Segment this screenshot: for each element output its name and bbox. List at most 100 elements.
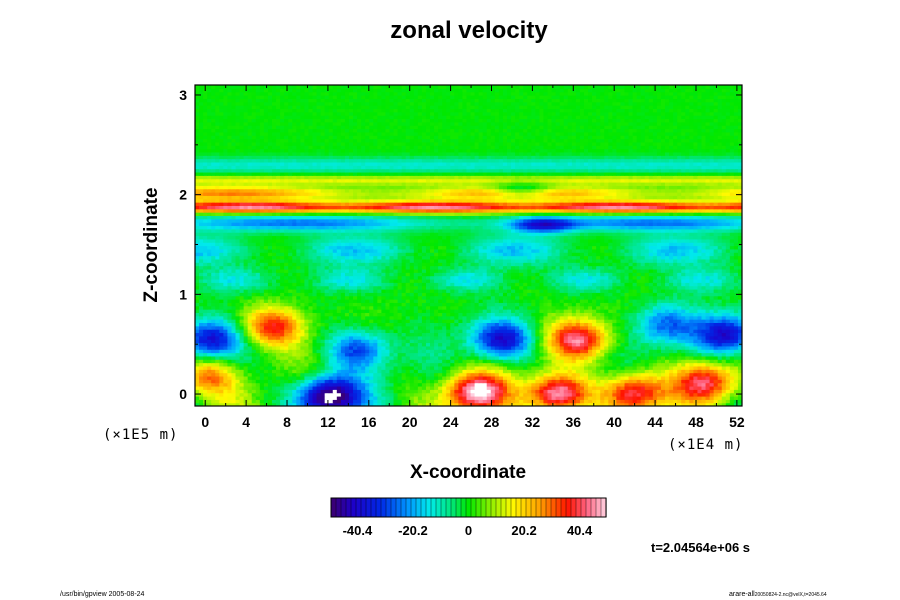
heatmap-cell [203, 302, 208, 307]
heatmap-cell [255, 305, 261, 310]
heatmap-cell [656, 319, 662, 323]
heatmap-cell [199, 355, 204, 360]
heatmap-cell [547, 389, 553, 394]
heatmap-cell [276, 302, 281, 307]
heatmap-cell [458, 299, 464, 303]
heatmap-cell [616, 345, 622, 350]
heatmap-cell [466, 382, 472, 387]
heatmap-cell [709, 355, 715, 360]
heatmap-cell [612, 339, 617, 344]
heatmap-cell [709, 399, 715, 404]
heatmap-cell [729, 385, 735, 390]
heatmap-cell [737, 299, 742, 303]
heatmap-cell [235, 342, 241, 347]
heatmap-cell [239, 339, 245, 344]
heatmap-cell [401, 332, 407, 337]
heatmap-cell [571, 365, 577, 370]
heatmap-cell [567, 309, 573, 313]
heatmap-cell [425, 312, 431, 317]
heatmap-cell [361, 339, 366, 344]
heatmap-cell [320, 342, 326, 347]
heatmap-cell [462, 342, 468, 347]
heatmap-cell [474, 292, 480, 297]
heatmap-cell [604, 282, 609, 287]
heatmap-cell [628, 342, 634, 347]
heatmap-cell [648, 362, 654, 367]
heatmap-cell [373, 315, 378, 320]
heatmap-cell [393, 319, 399, 323]
heatmap-cell [308, 382, 314, 387]
heatmap-cell [539, 282, 545, 287]
heatmap-cell [247, 392, 253, 397]
heatmap-cell [308, 352, 314, 357]
heatmap-cell [377, 282, 382, 287]
heatmap-cell [300, 355, 305, 360]
heatmap-cell [628, 292, 634, 297]
heatmap-cell [616, 285, 622, 290]
heatmap-cell [498, 402, 504, 406]
heatmap-cell [527, 285, 532, 290]
heatmap-cell [247, 339, 253, 344]
heatmap-cell [620, 288, 626, 293]
heatmap-cell [381, 335, 387, 340]
heatmap-cell [733, 392, 739, 397]
heatmap-cell [665, 282, 670, 287]
heatmap-cell [551, 345, 557, 350]
heatmap-cell [579, 302, 585, 307]
heatmap-cell [519, 292, 524, 297]
heatmap-cell [377, 402, 382, 406]
heatmap-cell [559, 385, 565, 390]
heatmap-cell [677, 352, 682, 357]
heatmap-cell [555, 352, 561, 357]
heatmap-cell [328, 332, 334, 337]
heatmap-cell [685, 292, 690, 297]
heatmap-cell [616, 369, 622, 374]
heatmap-cell [620, 302, 626, 307]
heatmap-cell [502, 345, 508, 350]
heatmap-cell [656, 382, 662, 387]
heatmap-cell [555, 305, 561, 310]
heatmap-cell [673, 349, 678, 354]
heatmap-cell [515, 319, 520, 323]
heatmap-cell [316, 309, 322, 313]
heatmap-cell [474, 325, 480, 330]
heatmap-cell [381, 315, 387, 320]
heatmap-cell [413, 359, 419, 364]
heatmap-cell [357, 375, 362, 380]
heatmap-cell [340, 299, 346, 303]
heatmap-cell [737, 349, 742, 354]
heatmap-cell [458, 295, 464, 300]
heatmap-cell [555, 372, 561, 377]
heatmap-cell [219, 369, 224, 374]
heatmap-cell [721, 299, 727, 303]
heatmap-cell [312, 342, 318, 347]
heatmap-cell [665, 385, 670, 390]
heatmap-cell [332, 339, 338, 344]
heatmap-cell [430, 389, 435, 394]
heatmap-cell [498, 372, 504, 377]
heatmap-cell [511, 288, 516, 293]
heatmap-cell [656, 389, 662, 394]
heatmap-cell [523, 365, 528, 370]
heatmap-cell [324, 399, 330, 404]
heatmap-cell [365, 372, 370, 377]
heatmap-cell [276, 355, 281, 360]
heatmap-cell [434, 345, 439, 350]
heatmap-cell [401, 295, 407, 300]
heatmap-cell [490, 288, 496, 293]
heatmap-cell [665, 332, 670, 337]
heatmap-cell [207, 319, 212, 323]
heatmap-cell [612, 349, 617, 354]
heatmap-cell [207, 365, 212, 370]
heatmap-cell [466, 359, 472, 364]
heatmap-cell [263, 399, 269, 404]
heatmap-cell [243, 365, 249, 370]
heatmap-cell [563, 352, 569, 357]
heatmap-cell [397, 292, 403, 297]
heatmap-cell [596, 332, 601, 337]
heatmap-cell [365, 292, 370, 297]
heatmap-cell [470, 295, 476, 300]
heatmap-cell [243, 305, 249, 310]
heatmap-cell [660, 302, 666, 307]
heatmap-cell [434, 312, 439, 317]
